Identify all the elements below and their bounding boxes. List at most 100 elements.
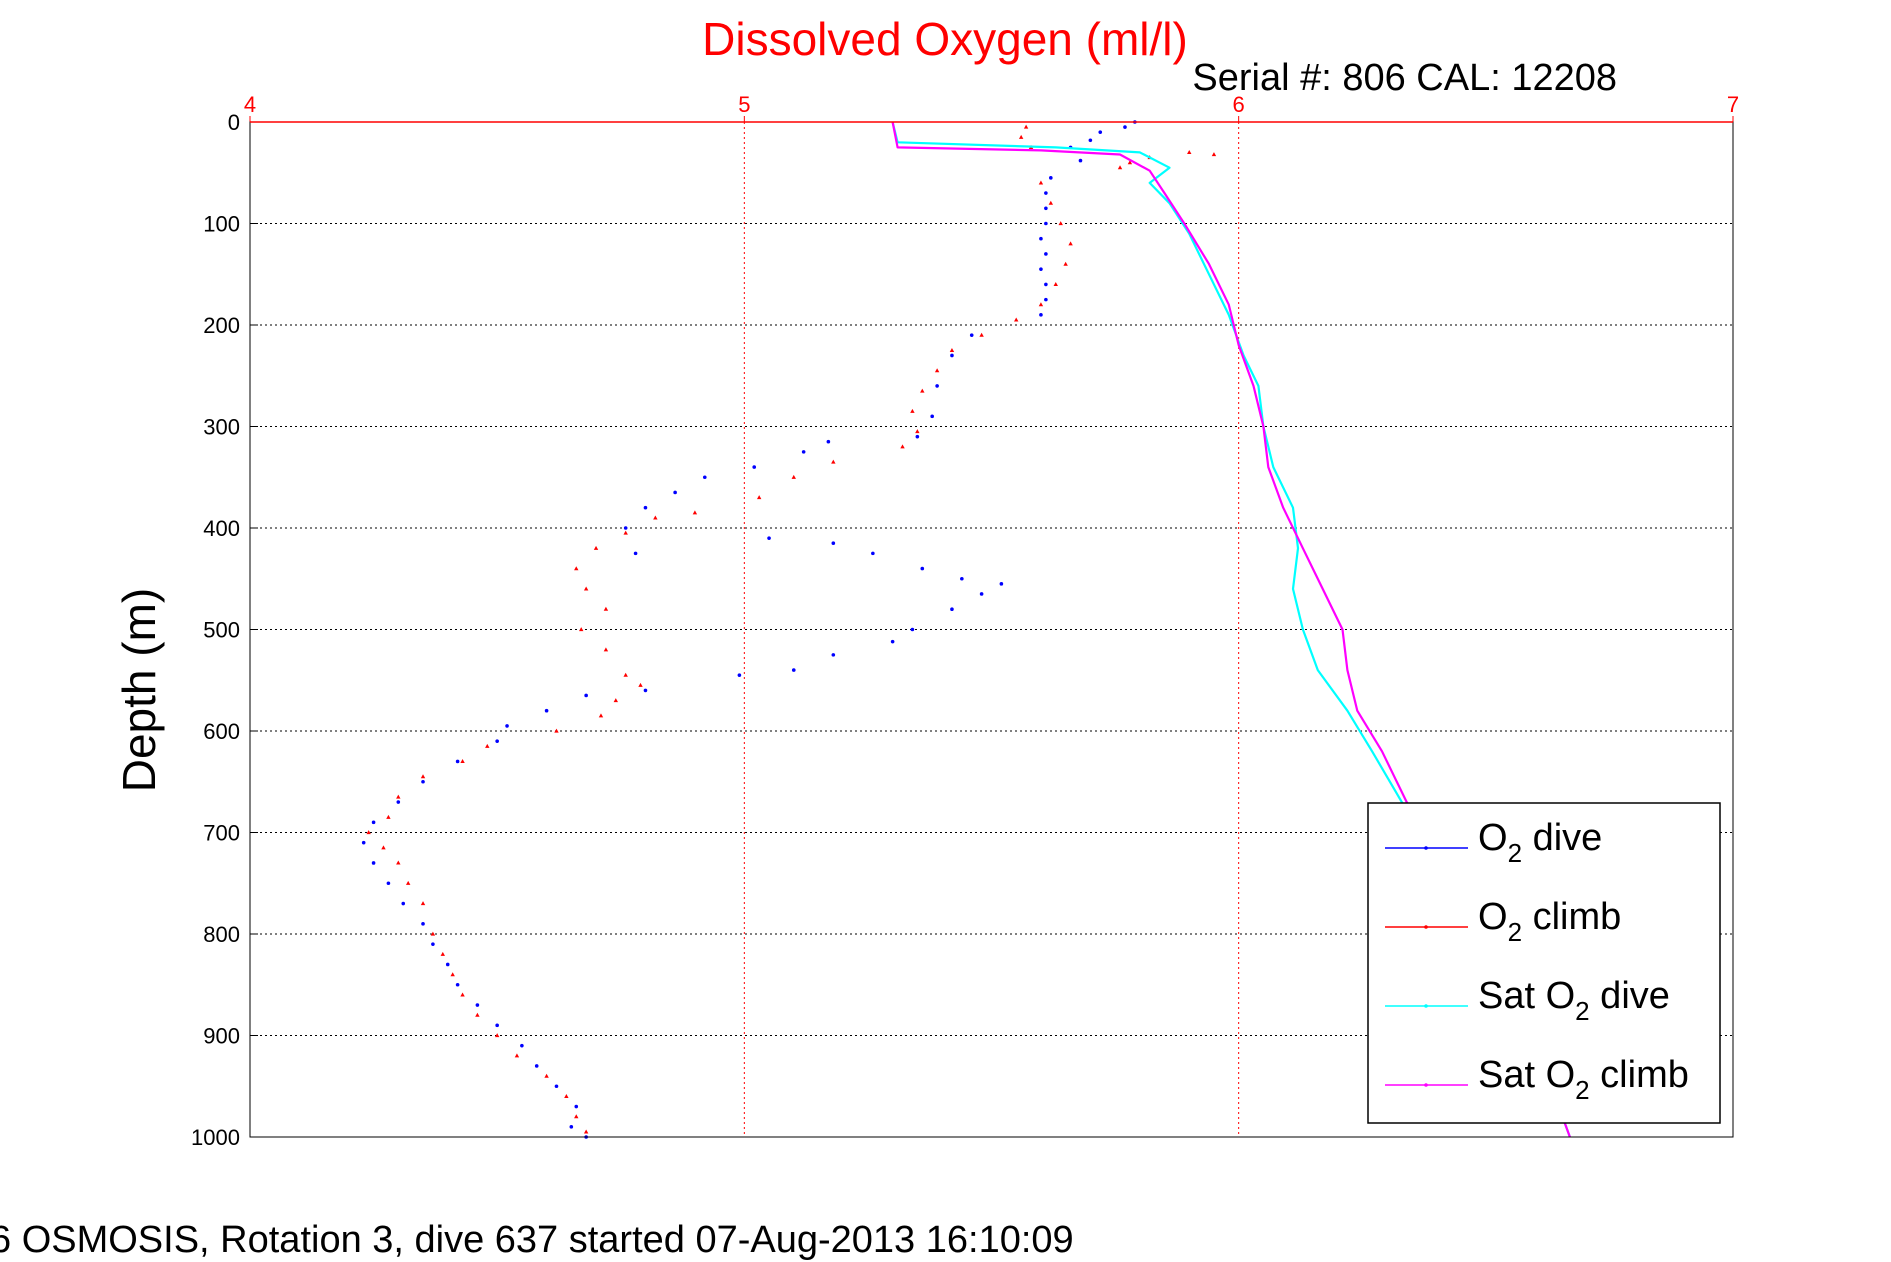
o2-dive-point — [950, 353, 954, 358]
o2-climb-point — [1068, 241, 1073, 246]
o2-dive-point — [569, 1125, 574, 1129]
legend-label-o2-dive: O2 dive — [1478, 817, 1602, 868]
o2-climb-point — [653, 515, 658, 520]
o2-climb-point — [603, 647, 609, 652]
o2-climb-point — [366, 830, 371, 835]
o2-dive-point — [702, 475, 707, 480]
o2-dive-point — [1098, 130, 1103, 134]
o2-climb-point — [1058, 221, 1063, 226]
o2-climb-point — [1127, 160, 1133, 165]
o2-climb-point — [1038, 302, 1044, 307]
o2-climb-point — [1014, 317, 1019, 322]
legend: O2 dive O2 climb Sat O2 dive Sat O2 climb — [1367, 802, 1721, 1124]
o2-dive-point — [969, 333, 974, 337]
o2-dive-point — [831, 653, 836, 657]
legend-label-sat-dive: Sat O2 dive — [1478, 975, 1670, 1026]
o2-dive-point — [505, 724, 509, 728]
y-tick-label: 300 — [203, 415, 240, 440]
o2-climb-point — [420, 901, 426, 906]
o2-climb-point — [900, 444, 905, 449]
y-tick-label: 0 — [228, 110, 240, 135]
o2-dive-point — [935, 384, 939, 388]
o2-dive-point — [950, 607, 954, 611]
o2-dive-point — [1039, 267, 1043, 271]
o2-climb-point — [1048, 200, 1054, 205]
x-tick-label: 7 — [1727, 92, 1739, 117]
o2-dive-point — [1044, 297, 1048, 302]
o2-climb-point — [623, 530, 628, 535]
o2-climb-point — [485, 743, 490, 748]
o2-dive-point — [831, 541, 836, 546]
o2-climb-point — [564, 1094, 569, 1098]
y-tick-label: 700 — [203, 821, 240, 846]
o2-climb-point — [910, 408, 915, 413]
o2-climb-point — [949, 347, 955, 352]
o2-dive-point — [1044, 221, 1048, 226]
o2-dive-point — [643, 505, 648, 510]
y-tick-label: 200 — [203, 313, 240, 338]
o2-climb-point — [460, 759, 465, 764]
o2-climb-point — [593, 545, 599, 550]
o2-climb-point — [494, 1033, 500, 1038]
o2-dive-point — [455, 759, 460, 764]
o2-dive-point — [623, 526, 628, 530]
o2-climb-point — [1211, 152, 1217, 157]
o2-climb-point — [430, 931, 436, 936]
o2-climb-point — [386, 814, 391, 819]
o2-dive-point — [445, 962, 450, 967]
o2-dive-point — [554, 1084, 559, 1089]
o2-dive-point — [960, 576, 964, 581]
o2-dive-point — [1039, 313, 1043, 317]
o2-climb-point — [603, 606, 609, 611]
o2-dive-point — [361, 840, 366, 845]
legend-marker — [1424, 925, 1428, 929]
o2-climb-point — [756, 495, 762, 500]
o2-dive-point — [534, 1064, 539, 1068]
o2-dive-point — [915, 434, 920, 439]
o2-dive-point — [421, 779, 425, 784]
o2-climb-point — [583, 586, 589, 591]
o2-dive-point — [791, 668, 796, 672]
o2-dive-point — [910, 627, 915, 632]
o2-climb-point — [791, 474, 796, 479]
x-tick-label: 4 — [244, 92, 256, 117]
o2-climb-point — [1038, 180, 1044, 185]
legend-marker — [1424, 846, 1428, 850]
y-tick-label: 400 — [203, 516, 240, 541]
o2-climb-point — [574, 566, 579, 571]
o2-climb-point — [1187, 150, 1192, 155]
o2-dive-point — [643, 688, 648, 693]
o2-climb-point — [915, 429, 920, 434]
o2-dive-point — [979, 592, 984, 596]
legend-label-sat-climb: Sat O2 climb — [1478, 1054, 1689, 1105]
o2-climb-point — [623, 672, 628, 677]
chart-subtitle: Serial #: 806 CAL: 12208 — [1192, 57, 1617, 99]
x-axis-ticks: 4 5 6 7 — [244, 92, 1739, 122]
o2-climb-point — [514, 1053, 520, 1058]
chart-title: Dissolved Oxygen (ml/l) — [702, 13, 1188, 65]
o2-dive-point — [584, 693, 588, 698]
y-tick-label: 600 — [203, 719, 240, 744]
o2-dive-point — [1044, 206, 1048, 211]
legend-marker — [1424, 1083, 1428, 1087]
y-axis-label: Depth (m) — [113, 588, 165, 792]
o2-climb-point — [554, 728, 559, 733]
o2-dive-point — [826, 439, 831, 444]
x-tick-label: 6 — [1233, 92, 1245, 117]
o2-dive-point — [801, 450, 806, 454]
o2-dive-point — [920, 566, 925, 571]
o2-climb-point — [1117, 165, 1123, 170]
o2-dive-point — [475, 1003, 480, 1007]
o2-climb-point — [583, 1129, 589, 1134]
o2-climb-point — [1053, 282, 1058, 286]
o2-dive-point — [1039, 236, 1043, 241]
o2-climb-point — [381, 845, 386, 850]
o2-dive-point — [495, 1023, 499, 1028]
y-axis-ticks: 0 100 200 300 400 500 600 700 800 900 1000 — [191, 110, 258, 1150]
o2-dive-point — [737, 673, 742, 677]
o2-climb-point — [920, 388, 925, 393]
o2-climb-point — [405, 880, 411, 885]
y-tick-label: 500 — [203, 618, 240, 643]
o2-climb-point — [692, 510, 698, 515]
